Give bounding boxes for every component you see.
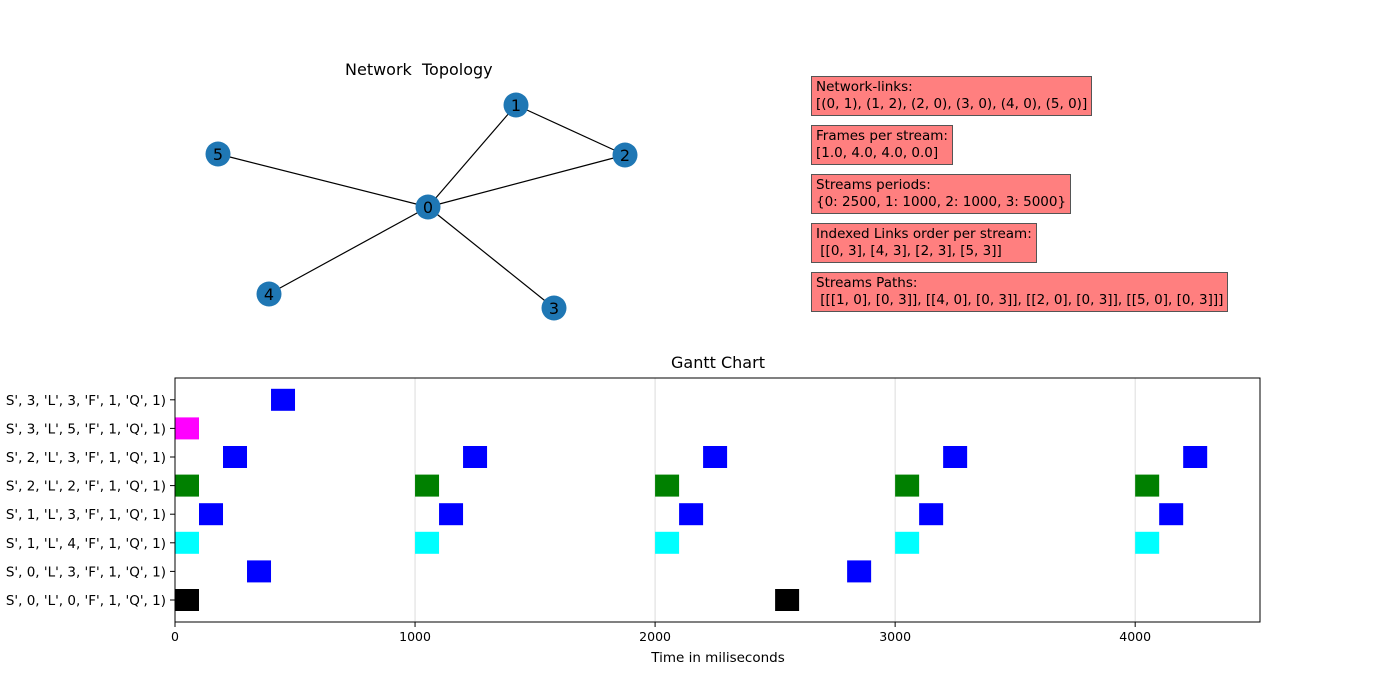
gantt-bar-r5-b3 (943, 446, 968, 468)
edge-5-0 (217, 153, 429, 208)
node-label-3: 3 (549, 299, 559, 318)
x-tick-label-0: 0 (171, 629, 179, 644)
gantt-bar-r1-b1 (847, 560, 872, 583)
node-0 (415, 194, 441, 220)
node-label-0: 0 (423, 198, 433, 217)
y-tick-label-5: S', 2, 'L', 3, 'F', 1, 'Q', 1) (6, 450, 166, 466)
edge-0-1 (427, 104, 517, 208)
gantt-bar-r4-b4 (1135, 474, 1160, 497)
gantt-bar-r4-b3 (895, 474, 920, 497)
x-tick-label-3000: 3000 (879, 629, 911, 644)
gantt-bar-r3-b0 (199, 503, 224, 526)
node-4 (256, 281, 282, 307)
gantt-bar-r1-b0 (247, 560, 272, 583)
gantt-axes-frame (174, 377, 1261, 623)
gantt-bar-r2-b0 (175, 531, 200, 554)
node-1 (503, 92, 529, 118)
gantt-bar-r6-b0 (175, 417, 200, 440)
topology-title: Network Topology (345, 60, 493, 79)
y-tick-label-6: S', 3, 'L', 5, 'F', 1, 'Q', 1) (6, 421, 166, 437)
node-3 (541, 295, 567, 321)
gantt-bar-r2-b2 (655, 531, 680, 554)
y-tick-label-4: S', 2, 'L', 2, 'F', 1, 'Q', 1) (6, 479, 166, 495)
streams-paths-box: Streams Paths: [[[1, 0], [0, 3]], [[4, 0… (811, 272, 1229, 312)
links-order-box: Indexed Links order per stream: [[0, 3],… (811, 223, 1037, 263)
gantt-bar-r5-b2 (703, 446, 728, 468)
y-tick-label-3: S', 1, 'L', 3, 'F', 1, 'Q', 1) (6, 507, 166, 523)
gantt-bar-r4-b0 (175, 474, 200, 497)
frames-per-stream-box: Frames per stream: [1.0, 4.0, 4.0, 0.0] (811, 125, 953, 165)
edge-2-0 (427, 154, 626, 208)
network-links-box: Network-links: [(0, 1), (1, 2), (2, 0), … (811, 76, 1093, 116)
node-label-1: 1 (511, 96, 521, 115)
node-label-5: 5 (213, 145, 223, 164)
gantt-bar-r3-b3 (919, 503, 944, 526)
gantt-bar-r0-b1 (775, 589, 800, 611)
node-label-4: 4 (264, 285, 274, 304)
x-tick-label-2000: 2000 (639, 629, 671, 644)
edge-1-2 (515, 104, 626, 156)
y-tick-label-1: S', 0, 'L', 3, 'F', 1, 'Q', 1) (6, 564, 166, 580)
gantt-title: Gantt Chart (671, 353, 765, 372)
x-tick-label-1000: 1000 (399, 629, 431, 644)
gantt-bar-r2-b3 (895, 531, 920, 554)
gantt-bar-r2-b1 (415, 531, 440, 554)
edge-4-0 (268, 206, 429, 295)
gantt-bar-r2-b4 (1135, 531, 1160, 554)
gantt-bar-r3-b4 (1159, 503, 1184, 526)
gantt-bar-r5-b0 (223, 446, 248, 468)
gantt-bar-r7-b0 (271, 388, 296, 411)
gantt-bar-r3-b1 (439, 503, 464, 526)
node-2 (612, 142, 638, 168)
node-label-2: 2 (620, 146, 630, 165)
gantt-bar-r5-b4 (1183, 446, 1208, 468)
gantt-bar-r4-b2 (655, 474, 680, 497)
y-tick-label-0: S', 0, 'L', 0, 'F', 1, 'Q', 1) (6, 593, 166, 609)
x-tick-label-4000: 4000 (1119, 629, 1151, 644)
gantt-bar-r0-b0 (175, 589, 200, 611)
y-tick-label-2: S', 1, 'L', 4, 'F', 1, 'Q', 1) (6, 536, 166, 552)
gantt-x-axis-label: Time in miliseconds (651, 650, 785, 666)
gantt-bar-r5-b1 (463, 446, 488, 468)
edge-3-0 (427, 206, 555, 309)
streams-periods-box: Streams periods: {0: 2500, 1: 1000, 2: 1… (811, 174, 1072, 214)
node-5 (205, 141, 231, 167)
y-tick-label-7: S', 3, 'L', 3, 'F', 1, 'Q', 1) (6, 393, 166, 409)
gantt-bar-r4-b1 (415, 474, 440, 497)
gantt-bar-r3-b2 (679, 503, 704, 526)
